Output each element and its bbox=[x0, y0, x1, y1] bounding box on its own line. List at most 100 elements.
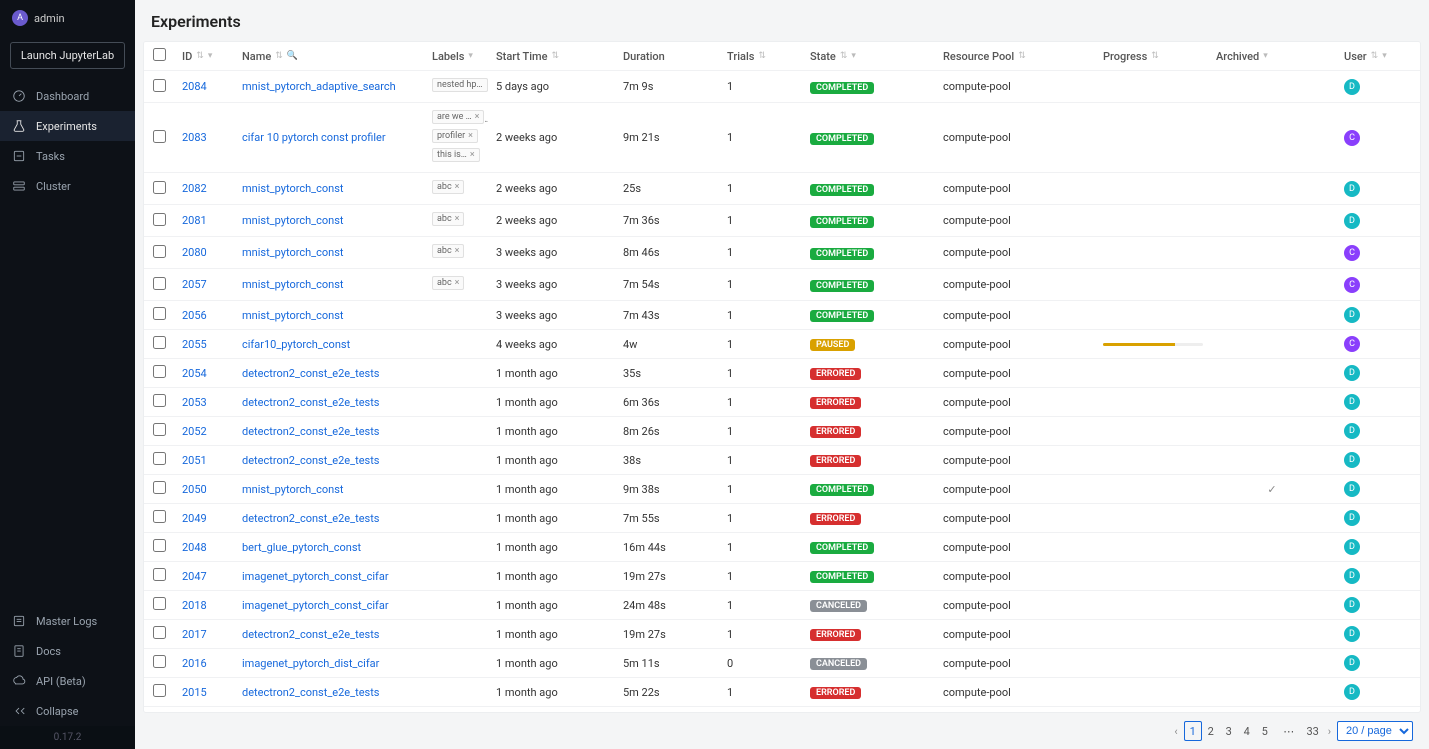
experiment-name-link[interactable]: bert_glue_pytorch_const bbox=[242, 541, 361, 554]
experiment-id-link[interactable]: 2051 bbox=[182, 454, 207, 467]
sidebar-item-api-beta-[interactable]: API (Beta) bbox=[0, 666, 135, 696]
tag-remove-icon[interactable]: × bbox=[470, 150, 475, 160]
user-avatar-chip[interactable]: D bbox=[1344, 481, 1360, 497]
experiment-id-link[interactable]: 2082 bbox=[182, 182, 207, 195]
row-checkbox[interactable] bbox=[153, 213, 166, 226]
user-avatar-chip[interactable]: D bbox=[1344, 394, 1360, 410]
sort-icon[interactable]: ⇅ bbox=[196, 51, 204, 61]
experiment-name-link[interactable]: imagenet_pytorch_dist_cifar bbox=[242, 657, 379, 670]
experiment-name-link[interactable]: imagenet_pytorch_const_cifar bbox=[242, 599, 389, 612]
experiment-name-link[interactable]: detectron2_const_e2e_tests bbox=[242, 686, 379, 699]
row-checkbox[interactable] bbox=[153, 79, 166, 92]
sidebar-item-dashboard[interactable]: Dashboard bbox=[0, 81, 135, 111]
col-id-header[interactable]: ID bbox=[182, 50, 192, 63]
col-pool-header[interactable]: Resource Pool bbox=[943, 50, 1014, 63]
row-checkbox[interactable] bbox=[153, 655, 166, 668]
row-checkbox[interactable] bbox=[153, 336, 166, 349]
row-checkbox[interactable] bbox=[153, 568, 166, 581]
col-name-header[interactable]: Name bbox=[242, 50, 271, 63]
row-checkbox[interactable] bbox=[153, 452, 166, 465]
filter-icon[interactable]: ▾ bbox=[1382, 51, 1387, 61]
experiment-name-link[interactable]: mnist_pytorch_const bbox=[242, 309, 344, 322]
experiment-id-link[interactable]: 2054 bbox=[182, 367, 207, 380]
label-tag[interactable]: this is…× bbox=[432, 148, 480, 162]
sidebar-item-tasks[interactable]: Tasks bbox=[0, 141, 135, 171]
row-checkbox[interactable] bbox=[153, 510, 166, 523]
experiment-id-link[interactable]: 2081 bbox=[182, 214, 207, 227]
page-number[interactable]: 1 bbox=[1184, 721, 1202, 741]
row-checkbox[interactable] bbox=[153, 365, 166, 378]
user-avatar-chip[interactable]: C bbox=[1344, 336, 1360, 352]
sort-icon[interactable]: ⇅ bbox=[275, 51, 283, 61]
experiment-name-link[interactable]: detectron2_const_e2e_tests bbox=[242, 512, 379, 525]
experiment-name-link[interactable]: imagenet_pytorch_const_cifar bbox=[242, 570, 389, 583]
user-avatar-chip[interactable]: D bbox=[1344, 568, 1360, 584]
page-prev[interactable]: ‹ bbox=[1174, 725, 1177, 738]
experiment-id-link[interactable]: 2015 bbox=[182, 686, 207, 699]
label-tag[interactable]: are we …× bbox=[432, 110, 484, 124]
experiment-name-link[interactable]: detectron2_const_e2e_tests bbox=[242, 425, 379, 438]
sidebar-item-master-logs[interactable]: Master Logs bbox=[0, 606, 135, 636]
experiment-id-link[interactable]: 2055 bbox=[182, 338, 207, 351]
experiment-name-link[interactable]: detectron2_const_e2e_tests bbox=[242, 367, 379, 380]
user-avatar-chip[interactable]: C bbox=[1344, 277, 1360, 293]
user-avatar-chip[interactable]: D bbox=[1344, 213, 1360, 229]
sort-icon[interactable]: ⇅ bbox=[1151, 51, 1159, 61]
page-number[interactable]: 2 bbox=[1202, 721, 1220, 741]
experiment-name-link[interactable]: mnist_pytorch_const bbox=[242, 214, 344, 227]
tag-remove-icon[interactable]: × bbox=[475, 112, 480, 122]
tag-remove-icon[interactable]: × bbox=[479, 80, 484, 90]
col-state-header[interactable]: State bbox=[810, 50, 836, 63]
label-tag[interactable]: abc× bbox=[432, 212, 464, 226]
user-avatar-chip[interactable]: C bbox=[1344, 245, 1360, 261]
experiment-id-link[interactable]: 2047 bbox=[182, 570, 207, 583]
col-archived-header[interactable]: Archived bbox=[1216, 50, 1259, 63]
sort-icon[interactable]: ⇅ bbox=[1018, 51, 1026, 61]
experiment-id-link[interactable]: 2084 bbox=[182, 80, 207, 93]
page-last[interactable]: 33 bbox=[1304, 721, 1322, 741]
tag-remove-icon[interactable]: × bbox=[455, 246, 460, 256]
experiment-name-link[interactable]: cifar10_pytorch_const bbox=[242, 338, 350, 351]
row-checkbox[interactable] bbox=[153, 277, 166, 290]
experiment-name-link[interactable]: mnist_pytorch_const bbox=[242, 246, 344, 259]
experiment-name-link[interactable]: mnist_pytorch_const bbox=[242, 182, 344, 195]
row-checkbox[interactable] bbox=[153, 597, 166, 610]
sort-icon[interactable]: ⇅ bbox=[758, 51, 766, 61]
page-size-select[interactable]: 20 / page bbox=[1337, 721, 1413, 741]
experiment-id-link[interactable]: 2057 bbox=[182, 278, 207, 291]
user-avatar-chip[interactable]: D bbox=[1344, 423, 1360, 439]
user-avatar-chip[interactable]: D bbox=[1344, 452, 1360, 468]
row-checkbox[interactable] bbox=[153, 130, 166, 143]
sort-icon[interactable]: ⇅ bbox=[1371, 51, 1379, 61]
experiment-id-link[interactable]: 2052 bbox=[182, 425, 207, 438]
tag-remove-icon[interactable]: × bbox=[455, 214, 460, 224]
row-checkbox[interactable] bbox=[153, 423, 166, 436]
row-checkbox[interactable] bbox=[153, 539, 166, 552]
experiment-id-link[interactable]: 2048 bbox=[182, 541, 207, 554]
experiment-name-link[interactable]: detectron2_const_e2e_tests bbox=[242, 454, 379, 467]
page-number[interactable]: 3 bbox=[1220, 721, 1238, 741]
user-avatar-chip[interactable]: D bbox=[1344, 539, 1360, 555]
label-tag[interactable]: abc× bbox=[432, 244, 464, 258]
experiment-id-link[interactable]: 2050 bbox=[182, 483, 207, 496]
user-avatar-chip[interactable]: D bbox=[1344, 655, 1360, 671]
row-checkbox[interactable] bbox=[153, 684, 166, 697]
tag-remove-icon[interactable]: × bbox=[455, 182, 460, 192]
row-checkbox[interactable] bbox=[153, 181, 166, 194]
user-avatar-chip[interactable]: D bbox=[1344, 684, 1360, 700]
experiment-name-link[interactable]: cifar 10 pytorch const profiler bbox=[242, 131, 386, 144]
experiment-name-link[interactable]: detectron2_const_e2e_tests bbox=[242, 628, 379, 641]
sidebar-item-docs[interactable]: Docs bbox=[0, 636, 135, 666]
filter-icon[interactable]: ▾ bbox=[468, 51, 473, 61]
sort-icon[interactable]: ⇅ bbox=[840, 51, 848, 61]
user-avatar-chip[interactable]: D bbox=[1344, 181, 1360, 197]
user-avatar-chip[interactable]: D bbox=[1344, 365, 1360, 381]
col-user-header[interactable]: User bbox=[1344, 50, 1367, 63]
sidebar-item-collapse[interactable]: Collapse bbox=[0, 696, 135, 726]
col-duration-header[interactable]: Duration bbox=[623, 50, 665, 63]
row-checkbox[interactable] bbox=[153, 394, 166, 407]
row-checkbox[interactable] bbox=[153, 626, 166, 639]
page-number[interactable]: 4 bbox=[1238, 721, 1256, 741]
label-tag[interactable]: profiler× bbox=[432, 129, 478, 143]
filter-icon[interactable]: ▾ bbox=[851, 51, 856, 61]
